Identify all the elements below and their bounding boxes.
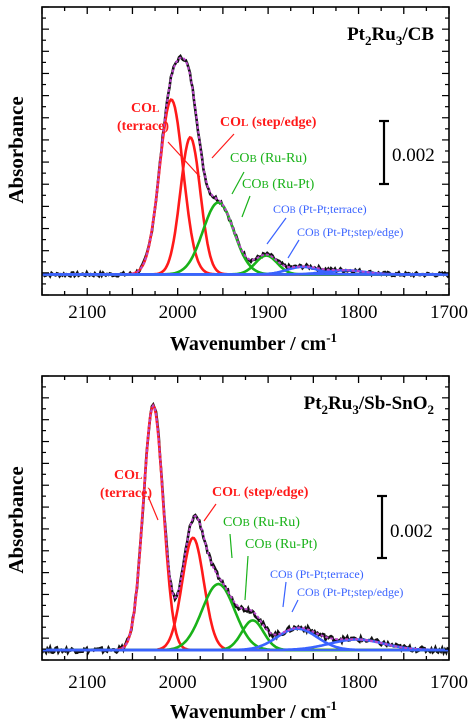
x-axis-label: Wavenumber / cm-1 bbox=[170, 330, 337, 355]
chart-panel-2: 2100 2000 1900 1800 1700 Wavenumber / cm-1 Abs… bbox=[4, 375, 468, 719]
peak-annotation-cob_ptpt_terrace: COB (Pt-Pt;terrace) bbox=[270, 567, 364, 581]
annotation-leader-line bbox=[282, 581, 287, 608]
peak-annotation-cob_ruru: COB (Ru-Ru) bbox=[230, 151, 307, 166]
annotation-leader-line bbox=[244, 555, 249, 601]
peak-annotation-cob_ptpt_step: COB (Pt-Pt;step/edge) bbox=[297, 225, 403, 239]
peak-annotation-cob_ruru: COB (Ru-Ru) bbox=[223, 515, 300, 530]
annotation-leader-line bbox=[266, 217, 287, 245]
plot-area bbox=[42, 54, 449, 279]
scale-bar-label: 0.002 bbox=[392, 145, 435, 166]
annotation-leader-line bbox=[203, 503, 217, 522]
x-tick-label: 1800 bbox=[340, 672, 378, 693]
plot-area bbox=[42, 401, 449, 657]
peak-annotation-col_terrace: COL bbox=[114, 468, 142, 483]
x-tick-label: 2100 bbox=[68, 672, 106, 693]
chart-title: Pt2Ru3/Sb-SnO2 bbox=[304, 393, 434, 417]
x-tick-label: 1700 bbox=[430, 302, 468, 323]
annotation-leader-line bbox=[241, 195, 251, 218]
peak-annotation-col_step: COL (step/edge) bbox=[220, 115, 317, 130]
peak-annotation-line2: (terrace) bbox=[117, 119, 169, 134]
chart-title: Pt2Ru3/CB bbox=[347, 24, 434, 48]
x-axis-label: Wavenumber / cm-1 bbox=[170, 698, 337, 719]
annotation-leader-line bbox=[291, 599, 299, 613]
peak-annotation-cob_rupt: COB (Ru-Pt) bbox=[245, 537, 318, 552]
y-axis-label: Absorbance bbox=[4, 466, 28, 573]
peak-annotation-col_terrace: COL bbox=[131, 101, 159, 116]
peak-annotation-cob_rupt: COB (Ru-Pt) bbox=[242, 177, 315, 192]
x-tick-label: 1900 bbox=[249, 672, 287, 693]
x-tick-label: 1900 bbox=[249, 302, 287, 323]
y-axis-label: Absorbance bbox=[4, 96, 28, 203]
peak-annotation-cob_ptpt_step: COB (Pt-Pt;step/edge) bbox=[297, 585, 403, 599]
annotation-leader-line bbox=[147, 495, 159, 521]
annotation-leader-line bbox=[287, 239, 300, 259]
x-tick-label: 2100 bbox=[68, 302, 106, 323]
chart-panel-1: 2100 2000 1900 1800 1700 Wavenumber / cm-1 Abs… bbox=[4, 6, 468, 355]
peak-annotation-col_step: COL (step/edge) bbox=[212, 485, 309, 500]
annotation-leader-line bbox=[229, 533, 233, 559]
annotation-leader-line bbox=[231, 171, 245, 195]
scale-bar-label: 0.002 bbox=[390, 521, 433, 542]
x-tick-label: 1700 bbox=[430, 672, 468, 693]
peak-annotation-cob_ptpt_terrace: COB (Pt-Pt;terrace) bbox=[273, 202, 367, 216]
measured-spectrum-line bbox=[42, 54, 449, 279]
annotation-leader-line bbox=[211, 133, 235, 159]
annotation-leader-line bbox=[167, 141, 201, 178]
x-tick-label: 1800 bbox=[340, 302, 378, 323]
x-tick-label: 2000 bbox=[159, 672, 197, 693]
peak-annotation-line2: (terrace) bbox=[100, 486, 152, 501]
x-tick-label: 2000 bbox=[159, 302, 197, 323]
